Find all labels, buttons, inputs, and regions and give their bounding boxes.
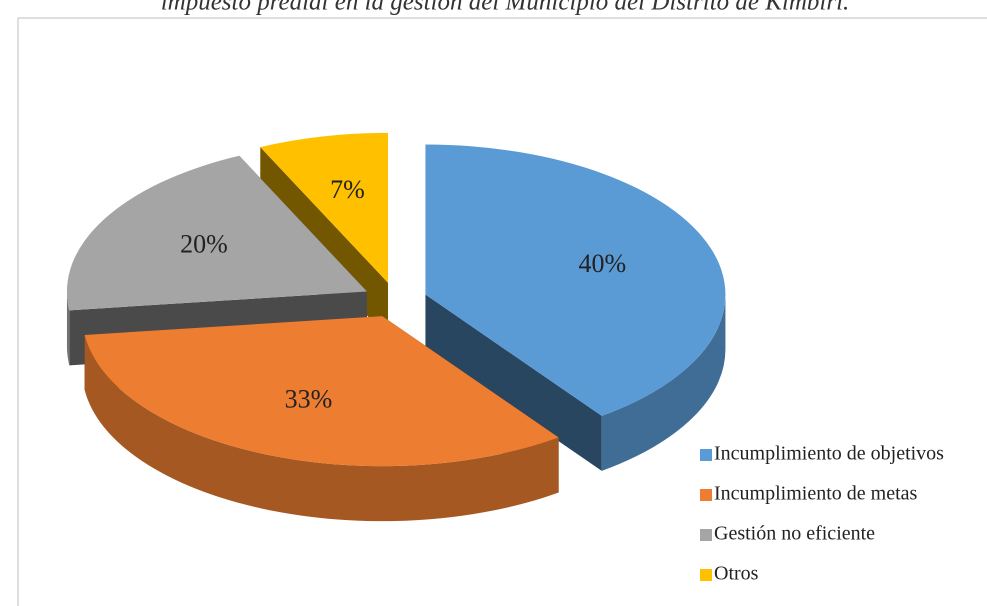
legend-swatch [700,489,712,501]
slice [260,132,389,283]
legend-label: Incumplimiento de objetivos [714,443,944,465]
legend-label: Incumplimiento de metas [714,483,917,505]
slice [66,155,367,311]
slice-cut-face [425,294,602,471]
slice-group [425,144,726,471]
slice-side [84,334,559,522]
chart-title: impuesto predial en la gestión del Munic… [161,0,850,16]
legend-label: Gestión no eficiente [714,523,875,545]
legend-swatch [700,449,712,461]
legend-swatch [700,529,712,541]
data-label: 7% [330,175,365,204]
legend-label: Otros [714,563,759,585]
slice [84,316,559,467]
data-label: 33% [285,384,333,413]
slice-group [84,316,559,522]
data-label: 40% [578,249,626,278]
data-label: 20% [180,230,228,259]
legend-swatch [700,569,712,581]
slice-side [66,291,70,366]
slice [425,144,726,416]
slice-side [601,294,726,471]
